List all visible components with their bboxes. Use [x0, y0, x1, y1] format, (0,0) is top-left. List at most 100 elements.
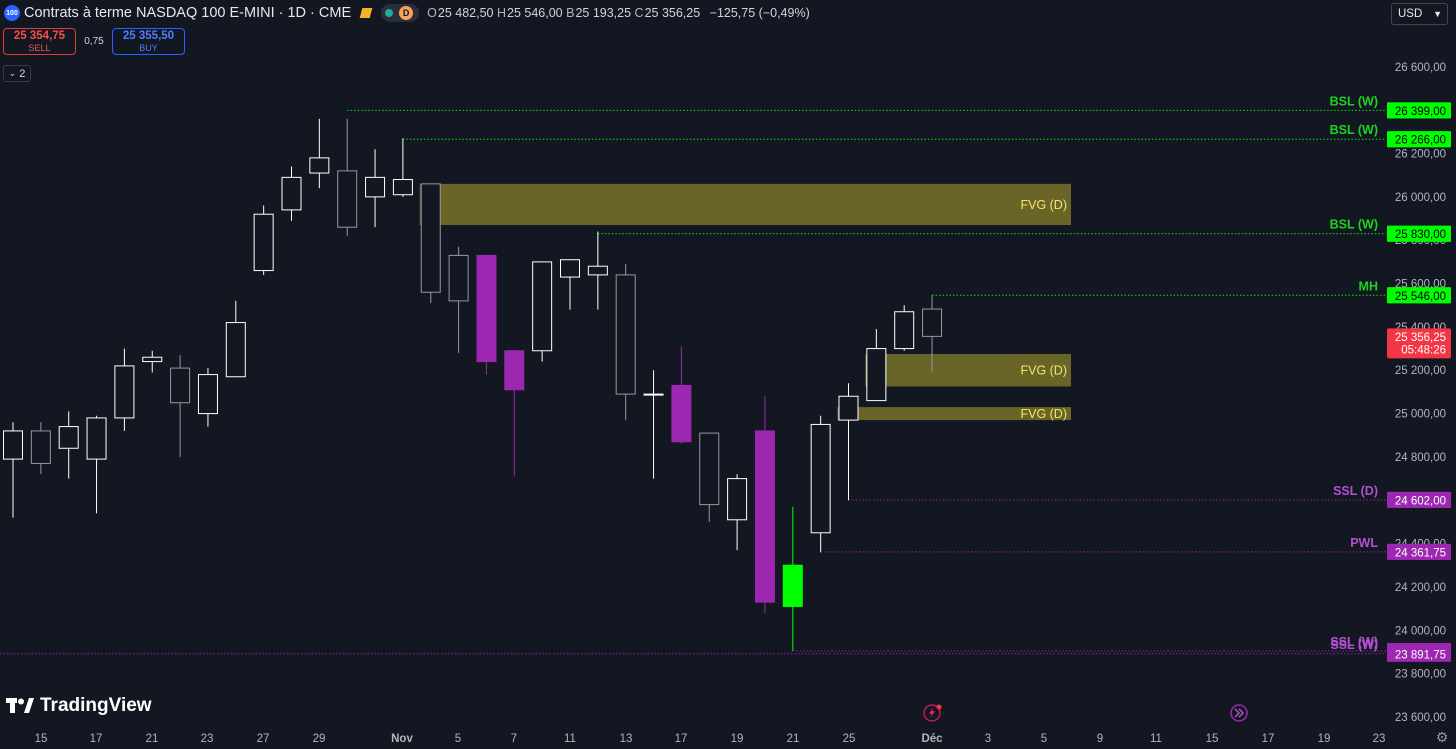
candle-body	[838, 395, 859, 421]
candle-body	[58, 426, 79, 449]
candle-body	[671, 384, 692, 443]
sell-price: 25 354,75	[13, 29, 66, 42]
candle-body	[587, 265, 608, 276]
candle-body	[504, 350, 525, 391]
x-tick-label: 13	[620, 733, 633, 745]
go-forward-ring	[1230, 704, 1248, 722]
interval-badge: D	[399, 6, 414, 20]
x-tick-label: 11	[1150, 733, 1162, 745]
y-tick-label: 26 600,00	[1395, 62, 1446, 74]
candle-body	[866, 348, 887, 402]
symbol-title[interactable]: Contrats à terme NASDAQ 100 E-MINI · 1D …	[24, 5, 352, 21]
candle-body	[253, 213, 274, 272]
market-open-dot-icon	[385, 9, 394, 17]
currency-select[interactable]: USD ▼	[1391, 3, 1448, 25]
flag-icon[interactable]	[359, 8, 373, 18]
fvg-zone	[837, 407, 1071, 421]
level-price-text: 24 602,00	[1395, 495, 1446, 507]
level-label: BSL (W)	[1330, 94, 1378, 108]
x-tick-label: 17	[90, 733, 103, 745]
level-price-text: 25 546,00	[1395, 291, 1446, 303]
x-tick-label: 11	[564, 733, 576, 745]
chevron-down-icon: ⌄	[8, 68, 17, 78]
x-tick-label: 5	[455, 733, 461, 745]
level-price-tag	[1387, 131, 1451, 148]
candle-body	[197, 374, 218, 415]
flash-event-ring	[923, 704, 941, 722]
level-price-text: 23 891,75	[1395, 649, 1446, 661]
x-tick-label: 7	[511, 733, 517, 745]
fvg-label: FVG (D)	[1020, 198, 1067, 212]
candle-body	[782, 564, 803, 607]
last-price-tag	[1387, 328, 1451, 359]
sell-label: SELL	[28, 42, 51, 53]
y-tick-label: 24 800,00	[1395, 452, 1446, 464]
spread-value: 0,75	[84, 36, 104, 47]
x-tick-label: Déc	[921, 733, 943, 745]
candle-body	[114, 365, 135, 419]
indicators-toggle[interactable]: ⌄ 2	[3, 65, 31, 82]
candle-body	[420, 183, 441, 293]
market-status-pill[interactable]: D	[381, 4, 420, 22]
gear-icon[interactable]: ⚙	[1435, 729, 1449, 745]
go-forward-icon	[1230, 704, 1248, 722]
ohlc-legend: O25 482,50 H25 546,00 B25 193,25 C25 356…	[427, 6, 810, 20]
level-label: MH	[1359, 279, 1378, 293]
high-value: 25 546,00	[507, 6, 563, 20]
indicators-count: 2	[19, 67, 26, 80]
candle-body	[30, 430, 51, 464]
x-tick-label: 3	[985, 733, 991, 745]
x-tick-label: 23	[201, 733, 214, 745]
brand-name: TradingView	[40, 695, 152, 716]
candle-body	[392, 179, 413, 196]
flash-event-dot	[936, 704, 942, 710]
level-price-tag	[1387, 645, 1451, 662]
candle-body	[309, 157, 330, 174]
level-price-tag	[1387, 287, 1451, 304]
go-forward-arrows	[1234, 708, 1245, 718]
x-tick-label: 21	[146, 733, 159, 745]
candle-body	[699, 432, 720, 506]
y-tick-label: 26 000,00	[1395, 192, 1446, 204]
change-value: −125,75 (−0,49%)	[709, 6, 810, 20]
buy-button[interactable]: 25 355,50 BUY	[112, 28, 185, 55]
close-value: 25 356,25	[644, 6, 701, 20]
x-tick-label: 19	[731, 733, 744, 745]
candle-body	[170, 367, 191, 404]
fvg-label: FVG (D)	[1020, 407, 1067, 421]
y-tick-label: 24 000,00	[1395, 625, 1446, 637]
level-label: SSL (D)	[1333, 484, 1378, 498]
level-price-text: 25 830,00	[1395, 229, 1446, 241]
buy-label: BUY	[139, 42, 158, 53]
level-label: BSL (W)	[1330, 123, 1378, 137]
y-tick-label: 26 200,00	[1395, 149, 1446, 161]
level-price-text: 26 399,00	[1395, 106, 1446, 118]
candle-body	[448, 254, 469, 302]
level-price-text: 24 361,75	[1395, 547, 1446, 559]
level-price-tag	[1387, 102, 1451, 119]
currency-value: USD	[1398, 8, 1423, 20]
y-tick-label: 25 200,00	[1395, 365, 1446, 377]
flash-event-bolt	[929, 707, 935, 719]
candle-body	[365, 176, 386, 198]
level-price-tag	[1387, 543, 1451, 560]
low-value: 25 193,25	[575, 6, 632, 20]
last-price-text: 25 356,25	[1395, 332, 1446, 344]
flash-event-icon	[923, 704, 942, 722]
fvg-zone	[419, 183, 1071, 226]
candle-body	[337, 170, 358, 228]
tradingview-logo[interactable]: TradingView	[6, 695, 152, 717]
x-tick-label: Nov	[391, 733, 413, 745]
candle-body	[225, 322, 246, 378]
x-tick-label: 15	[1206, 733, 1219, 745]
candle-body	[560, 259, 580, 278]
candle-body	[476, 254, 497, 363]
sell-button[interactable]: 25 354,75 SELL	[3, 28, 76, 55]
candle-body	[727, 478, 748, 521]
y-tick-label: 23 600,00	[1395, 712, 1446, 724]
x-tick-label: 29	[313, 733, 326, 745]
x-tick-label: 17	[1262, 733, 1275, 745]
candle-body	[754, 430, 775, 603]
x-tick-label: 5	[1041, 733, 1047, 745]
